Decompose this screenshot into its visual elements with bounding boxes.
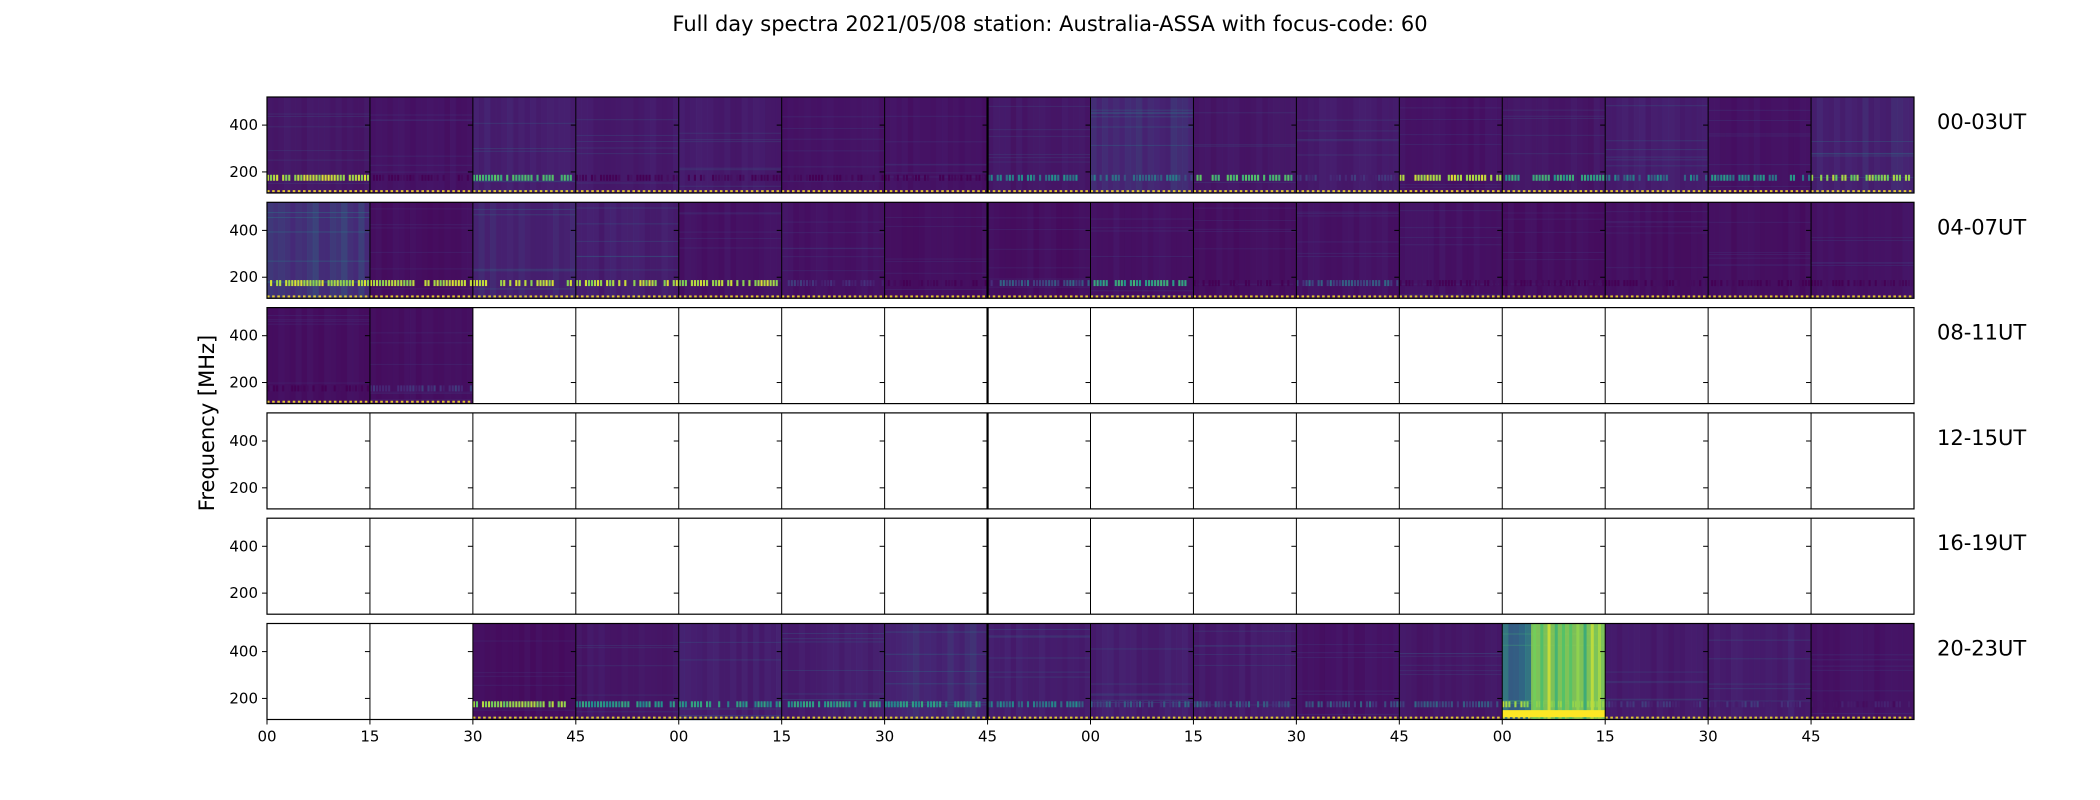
spectrum-panel [678, 97, 783, 193]
spectrum-panel [781, 202, 886, 299]
spectrum-panel [1399, 623, 1503, 720]
spectra-row: 200 400 20-23UT [229, 622, 2026, 721]
y-tick-label: 200 [229, 479, 258, 497]
spectrum-panel [1708, 623, 1812, 720]
y-tick-label: 200 [229, 584, 258, 602]
spectrum-panel [267, 97, 371, 193]
x-tick-label: 30 [1699, 728, 1718, 746]
spectrum-panel [1502, 623, 1606, 720]
spectrum-panel [1090, 202, 1194, 299]
row-label: 08-11UT [1937, 321, 2026, 345]
x-tick-label: 45 [1390, 728, 1409, 746]
spectrum-panel [369, 202, 474, 299]
row-label: 20-23UT [1937, 637, 2026, 661]
chart-title: Full day spectra 2021/05/08 station: Aus… [672, 12, 1427, 36]
spectrum-panel [369, 307, 474, 404]
x-axis: 00 15 30 45 00 15 30 45 00 15 30 45 00 15 30 45 [257, 719, 1821, 746]
spectrum-panel [1399, 97, 1503, 193]
y-axis-label: Frequency [MHz] [195, 335, 219, 511]
spectra-row: 200 400 16-19UT [229, 517, 2026, 615]
row-label: 12-15UT [1937, 426, 2026, 450]
spectrum-panel [1811, 202, 1915, 299]
spectrum-panel [267, 307, 371, 405]
x-tick-label: 45 [978, 728, 997, 746]
y-tick-label: 400 [229, 537, 258, 555]
spectrum-panel [1502, 202, 1606, 299]
spectra-row: 200 400 04-07UT [229, 201, 2026, 300]
spectrum-panel [1296, 97, 1400, 193]
y-tick-label: 200 [229, 268, 258, 286]
x-tick-label: 00 [257, 728, 276, 746]
spectrum-panel [884, 623, 989, 720]
spectrum-panel [1090, 97, 1194, 193]
spectrum-panel [1296, 623, 1400, 720]
spectrum-panel [1296, 202, 1400, 299]
x-tick-label: 15 [772, 728, 791, 746]
spectrum-panel [1708, 97, 1812, 193]
y-tick-label: 400 [229, 432, 258, 450]
row-label: 00-03UT [1937, 110, 2026, 134]
spectrum-panel [1193, 202, 1297, 299]
spectrum-panel [1708, 202, 1812, 299]
x-tick-label: 30 [463, 728, 482, 746]
y-tick-label: 400 [229, 327, 258, 345]
x-tick-label: 30 [1287, 728, 1306, 746]
spectrum-panel [884, 97, 989, 193]
spectrum-panel [267, 202, 371, 299]
spectrum-panel [472, 97, 577, 193]
y-tick-label: 200 [229, 163, 258, 181]
spectrum-panel [1605, 623, 1709, 720]
row-label: 04-07UT [1937, 215, 2026, 239]
x-tick-label: 15 [1596, 728, 1615, 746]
spectrum-panel [472, 202, 577, 300]
spectra-row: 200 400 12-15UT [229, 412, 2026, 510]
spectrum-panel [1399, 202, 1503, 299]
spectrum-panel [678, 202, 783, 299]
y-tick-label: 400 [229, 221, 258, 239]
spectrum-panel [1193, 623, 1297, 720]
y-tick-label: 200 [229, 689, 258, 707]
spectrum-panel [575, 97, 680, 193]
spectrum-panel [781, 97, 886, 193]
spectrum-panel [1502, 97, 1606, 193]
spectrum-panel [1811, 97, 1915, 193]
spectrum-panel [1090, 623, 1194, 720]
spectra-row: 200 400 00-03UT [229, 96, 2026, 194]
row-label: 16-19UT [1937, 531, 2026, 555]
spectrum-panel [987, 623, 1091, 720]
spectrum-panel [884, 202, 989, 299]
spectra-row: 200 400 08-11UT [229, 307, 2026, 405]
x-tick-label: 30 [875, 728, 894, 746]
x-tick-label: 15 [360, 728, 379, 746]
y-tick-label: 400 [229, 643, 258, 661]
spectrum-panel [575, 202, 680, 299]
spectrum-panel [1811, 623, 1915, 720]
y-tick-label: 200 [229, 374, 258, 392]
spectrum-panel [987, 97, 1091, 193]
spectrum-panel [1605, 97, 1709, 193]
x-tick-label: 00 [669, 728, 688, 746]
x-tick-label: 45 [566, 728, 585, 746]
spectrum-panel [1193, 97, 1297, 193]
spectrum-panel [575, 623, 680, 720]
x-tick-label: 00 [1493, 728, 1512, 746]
y-tick-label: 400 [229, 116, 258, 134]
spectrum-panel [781, 623, 886, 720]
spectrum-panel [678, 623, 783, 721]
x-tick-label: 15 [1184, 728, 1203, 746]
spectrum-panel [987, 202, 1091, 299]
spectrum-panel [369, 97, 474, 193]
x-tick-label: 45 [1802, 728, 1821, 746]
x-tick-label: 00 [1081, 728, 1100, 746]
spectrum-panel [472, 623, 577, 720]
spectrum-panel [1605, 202, 1709, 299]
